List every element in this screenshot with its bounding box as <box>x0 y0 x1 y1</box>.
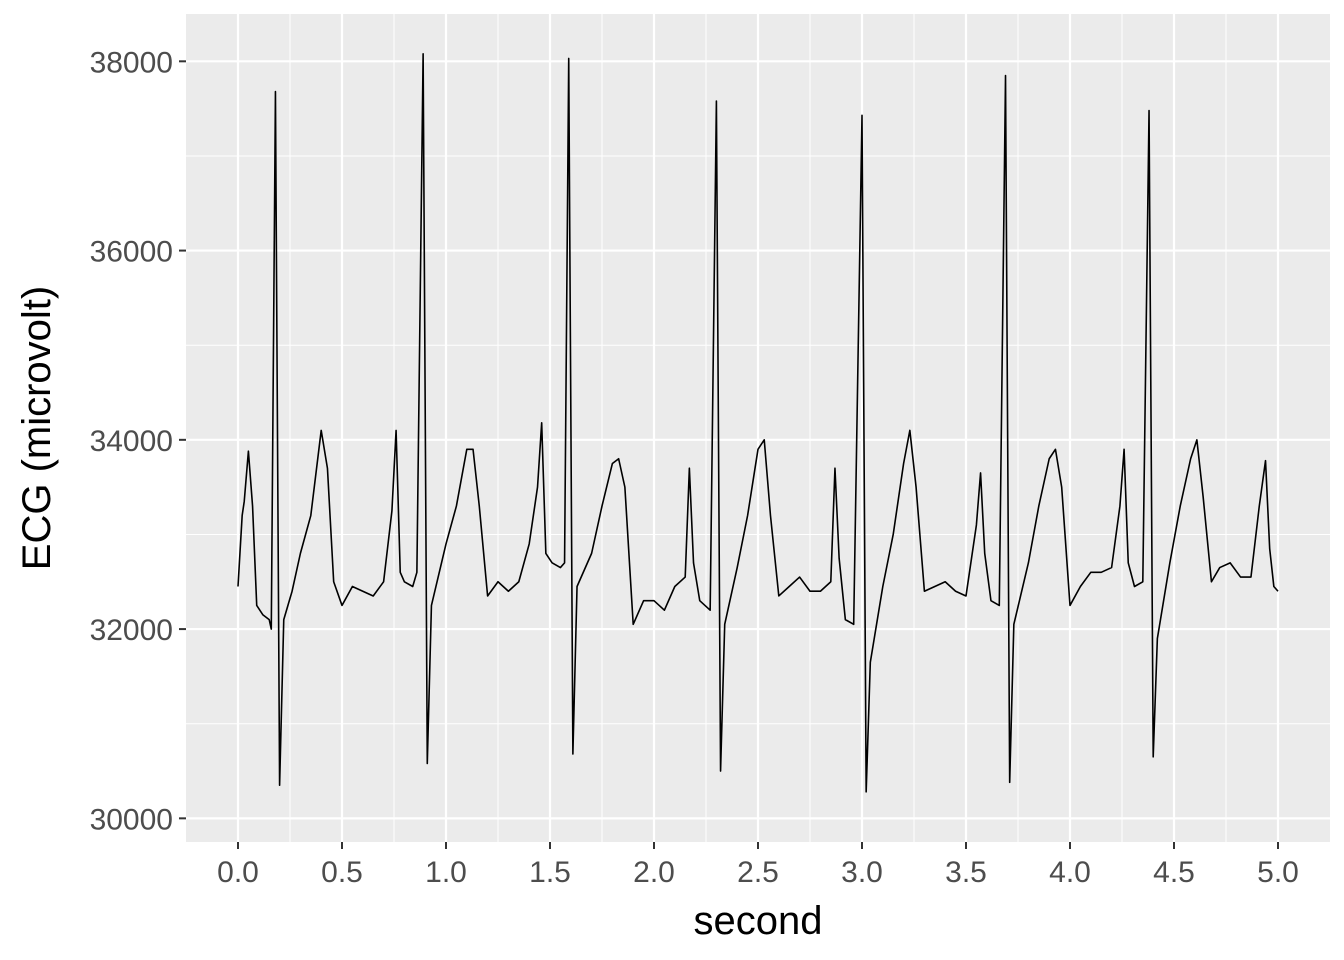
x-tick-labels: 0.0 0.5 1.0 1.5 2.0 2.5 3.0 3.5 4.0 4.5 5.0 <box>217 856 1299 889</box>
y-axis-title: ECG (microvolt) <box>15 286 59 570</box>
x-tick-label: 4.5 <box>1153 856 1195 889</box>
x-tick-label: 4.0 <box>1049 856 1091 889</box>
y-tick-label: 30000 <box>90 803 173 836</box>
x-tick-label: 0.0 <box>217 856 259 889</box>
y-tick-label: 32000 <box>90 614 173 647</box>
y-tick-label: 36000 <box>90 236 173 269</box>
y-tick-labels: 30000 32000 34000 36000 38000 <box>90 46 173 836</box>
y-tick-label: 38000 <box>90 46 173 79</box>
x-tick-label: 1.0 <box>425 856 467 889</box>
x-tick-label: 1.5 <box>529 856 571 889</box>
major-gridlines <box>186 14 1330 842</box>
x-tick-label: 3.0 <box>841 856 883 889</box>
axis-ticks <box>179 60 1279 849</box>
x-axis-title: second <box>694 899 823 943</box>
x-tick-label: 0.5 <box>321 856 363 889</box>
x-tick-label: 5.0 <box>1257 856 1299 889</box>
x-tick-label: 3.5 <box>945 856 987 889</box>
x-tick-label: 2.0 <box>633 856 675 889</box>
x-tick-label: 2.5 <box>737 856 779 889</box>
ecg-series-line <box>237 52 1279 793</box>
y-tick-label: 34000 <box>90 425 173 458</box>
